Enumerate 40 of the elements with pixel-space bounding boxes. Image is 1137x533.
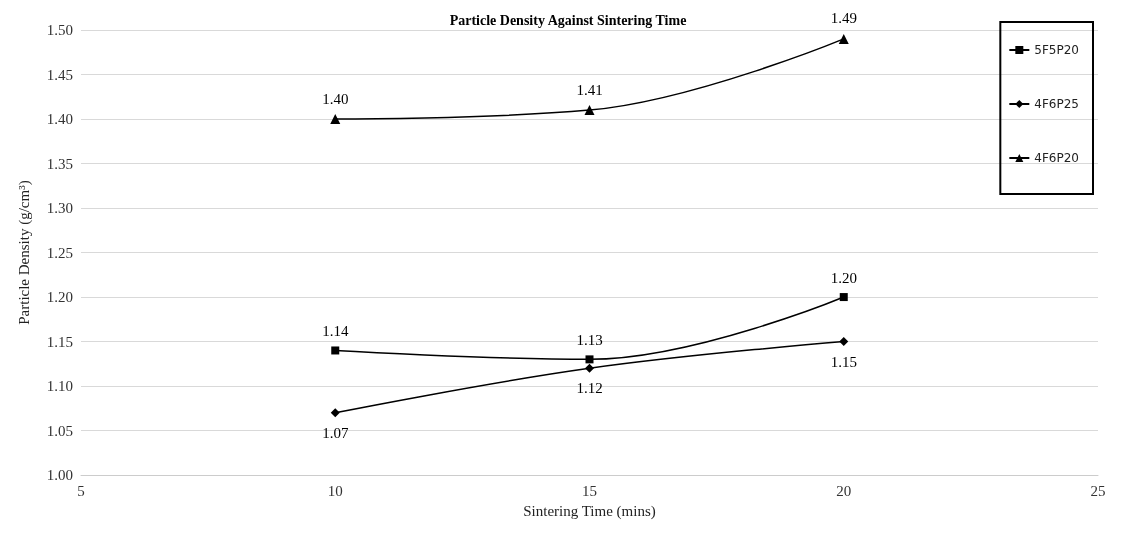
x-tick-label: 5 [77,482,85,499]
point [584,105,595,116]
point [839,293,848,302]
y-tick-label: 1.10 [46,378,73,395]
point [330,114,341,125]
x-tick-label: 10 [327,482,343,499]
point [838,33,849,44]
point [331,346,340,355]
y-tick-label: 1.50 [46,22,73,38]
y-tick-label: 1.35 [46,155,73,172]
data-label: 1.07 [322,424,349,441]
data-label: 1.40 [322,90,349,107]
data-label: 1.41 [576,81,603,98]
y-tick-label: 1.25 [46,244,73,261]
data-label: 1.13 [576,331,603,348]
y-tick-label: 1.20 [46,289,73,306]
x-axis-title: Sintering Time (mins) [523,502,656,520]
chart-title: Particle Density Against Sintering Time [449,12,687,28]
y-axis-title: Particle Density (g/cm³) [15,180,33,325]
point [330,408,340,418]
data-label: 1.12 [576,380,603,397]
data-label: 1.14 [322,322,349,339]
y-tick-label: 1.45 [46,66,73,83]
x-tick-label: 15 [582,482,597,499]
x-tick-label: 20 [836,482,852,499]
y-tick-label: 1.40 [46,111,73,128]
point [839,337,849,347]
legend-label: 4F6P20 [1034,151,1080,165]
data-label: 1.20 [830,269,857,286]
x-tick-label: 25 [1090,482,1106,499]
legend-label: 5F5P20 [1034,43,1080,57]
data-label: 1.49 [830,10,857,27]
y-tick-label: 1.05 [46,422,73,439]
y-tick-label: 1.30 [46,200,73,217]
y-tick-label: 1.15 [46,333,73,350]
legend-label: 4F6P25 [1034,97,1080,111]
point [585,363,594,373]
data-label: 1.15 [830,353,857,370]
point [585,355,594,364]
y-tick-label: 1.00 [46,467,73,484]
